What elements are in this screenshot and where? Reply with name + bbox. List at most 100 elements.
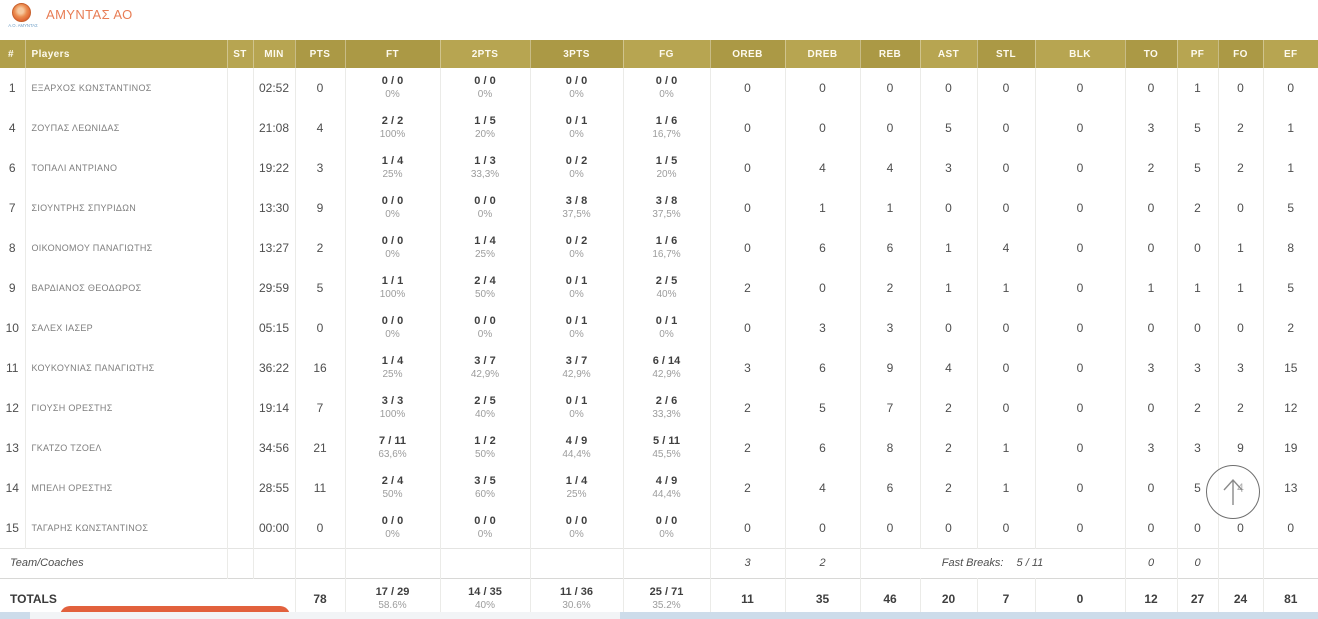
player-stl: 1: [977, 428, 1036, 468]
team-logo: Α.Ο. ΑΜΥΝΤΑΣ: [6, 2, 38, 29]
player-name: ΣΙΟΥΝΤΡΗΣ ΣΠΥΡΙΔΩΝ: [25, 188, 228, 228]
fg-made-attempted: 2 / 5: [655, 275, 678, 287]
player-name: ΟΙΚΟΝΟΜΟΥ ΠΑΝΑΓΙΩΤΗΣ: [25, 228, 228, 268]
player-blk: 0: [1035, 388, 1126, 428]
player-oreb: 2: [710, 268, 786, 308]
2pts-percentage: 42,9%: [470, 369, 500, 380]
2pts-percentage: 0%: [477, 89, 493, 100]
player-ast: 0: [920, 188, 978, 228]
player-dreb: 6: [785, 228, 861, 268]
player-ast: 1: [920, 268, 978, 308]
3pts-made-attempted: 1 / 4: [565, 475, 588, 487]
fg-percentage: 40%: [656, 289, 677, 300]
player-points: 16: [295, 348, 346, 388]
player-name: ΤΑΓΑΡΗΣ ΚΩΝΣΤΑΝΤΙΝΟΣ: [25, 508, 228, 548]
totals-ft-made-attempted: 17 / 29: [375, 585, 410, 598]
team-coaches-label: Team/Coaches: [0, 547, 228, 578]
3pts-percentage: 0%: [569, 409, 584, 420]
3pts-made-attempted: 3 / 7: [565, 355, 588, 367]
ft-made-attempted: 1 / 4: [381, 355, 404, 367]
2pts-percentage: 60%: [474, 489, 495, 500]
ft-percentage: 63,6%: [378, 449, 407, 460]
table-header-row: # Players ST MIN PTS FT 2PTS 3PTS FG ORE…: [0, 40, 1318, 68]
fg-percentage: 0%: [659, 329, 674, 340]
player-3pts-cell: 0 / 1 0%: [530, 308, 624, 348]
player-oreb: 0: [710, 108, 786, 148]
fg-made-attempted: 5 / 11: [653, 435, 680, 447]
player-oreb: 2: [710, 388, 786, 428]
player-minutes: 13:30: [253, 188, 296, 228]
player-pf: 2: [1177, 388, 1219, 428]
player-fo: 2: [1218, 388, 1264, 428]
player-pf: 0: [1177, 508, 1219, 548]
player-starter: [227, 508, 254, 548]
player-ef: 1: [1287, 161, 1295, 175]
horizontal-scrollbar-thumb[interactable]: [30, 612, 620, 619]
3pts-made-attempted: 3 / 8: [565, 195, 588, 207]
player-to: 3: [1125, 108, 1178, 148]
2pts-made-attempted: 2 / 4: [474, 275, 496, 287]
player-name: ΜΠΕΛΗ ΟΡΕΣΤΗΣ: [25, 468, 228, 508]
fg-made-attempted: 3 / 8: [655, 195, 678, 207]
2pts-made-attempted: 3 / 7: [474, 355, 496, 367]
player-dreb: 0: [785, 508, 861, 548]
player-minutes: 34:56: [253, 428, 296, 468]
fg-percentage: 44,4%: [652, 489, 681, 500]
player-to: 2: [1125, 148, 1178, 188]
player-to: 0: [1125, 68, 1178, 108]
player-pf: 2: [1177, 188, 1219, 228]
player-oreb: 2: [710, 468, 786, 508]
scroll-to-top-button[interactable]: [1206, 465, 1260, 519]
player-stl: 1: [977, 468, 1036, 508]
2pts-percentage: 0%: [477, 329, 493, 340]
player-fo: 2: [1218, 108, 1264, 148]
player-dreb: 6: [785, 428, 861, 468]
arrow-up-icon: [1223, 478, 1243, 505]
player-ef: 15: [1284, 361, 1298, 375]
horizontal-scrollbar[interactable]: [0, 612, 1318, 619]
fg-made-attempted: 1 / 5: [655, 155, 678, 167]
player-2pts-cell: 0 / 0 0%: [440, 188, 531, 228]
player-stl: 0: [977, 388, 1036, 428]
player-ast: 2: [920, 388, 978, 428]
totals-2pts-made-attempted: 14 / 35: [468, 585, 502, 598]
player-stl: 4: [977, 228, 1036, 268]
player-stl: 0: [977, 308, 1036, 348]
player-reb: 2: [860, 268, 921, 308]
player-number: 4: [0, 108, 26, 148]
player-ef: 1: [1287, 121, 1295, 135]
col-header-pts: PTS: [295, 40, 346, 68]
player-ft-cell: 0 / 0 0%: [345, 188, 441, 228]
ft-made-attempted: 0 / 0: [381, 235, 404, 247]
team-logo-icon: [11, 3, 31, 22]
player-points: 4: [295, 108, 346, 148]
fg-made-attempted: 2 / 6: [655, 395, 678, 407]
team-logo-caption: Α.Ο. ΑΜΥΝΤΑΣ: [8, 23, 38, 29]
player-number: 15: [0, 508, 26, 548]
player-3pts-cell: 0 / 0 0%: [530, 68, 624, 108]
fg-percentage: 37,5%: [652, 209, 681, 220]
player-ft-cell: 1 / 1 100%: [345, 268, 441, 308]
player-stl: 1: [977, 268, 1036, 308]
fg-percentage: 33,3%: [652, 409, 681, 420]
2pts-made-attempted: 0 / 0: [474, 75, 496, 87]
ft-made-attempted: 0 / 0: [381, 315, 404, 327]
player-oreb: 0: [710, 228, 786, 268]
player-ef: 5: [1287, 281, 1295, 295]
totals-3pts-percentage: 30.6%: [562, 599, 591, 611]
team-header: Α.Ο. ΑΜΥΝΤΑΣ ΑΜΥΝΤΑΣ ΑΟ: [6, 2, 133, 29]
ft-percentage: 0%: [385, 329, 400, 340]
3pts-percentage: 0%: [569, 249, 584, 260]
player-pf: 0: [1177, 228, 1219, 268]
player-blk: 0: [1035, 188, 1126, 228]
3pts-percentage: 44,4%: [562, 449, 591, 460]
fg-percentage: 0%: [659, 89, 674, 100]
player-ast: 3: [920, 148, 978, 188]
ft-percentage: 0%: [385, 249, 400, 260]
col-header-reb: REB: [860, 40, 921, 68]
player-oreb: 0: [710, 148, 786, 188]
player-oreb: 2: [710, 428, 786, 468]
fg-made-attempted: 1 / 6: [655, 115, 678, 127]
player-2pts-cell: 1 / 5 20%: [440, 108, 531, 148]
